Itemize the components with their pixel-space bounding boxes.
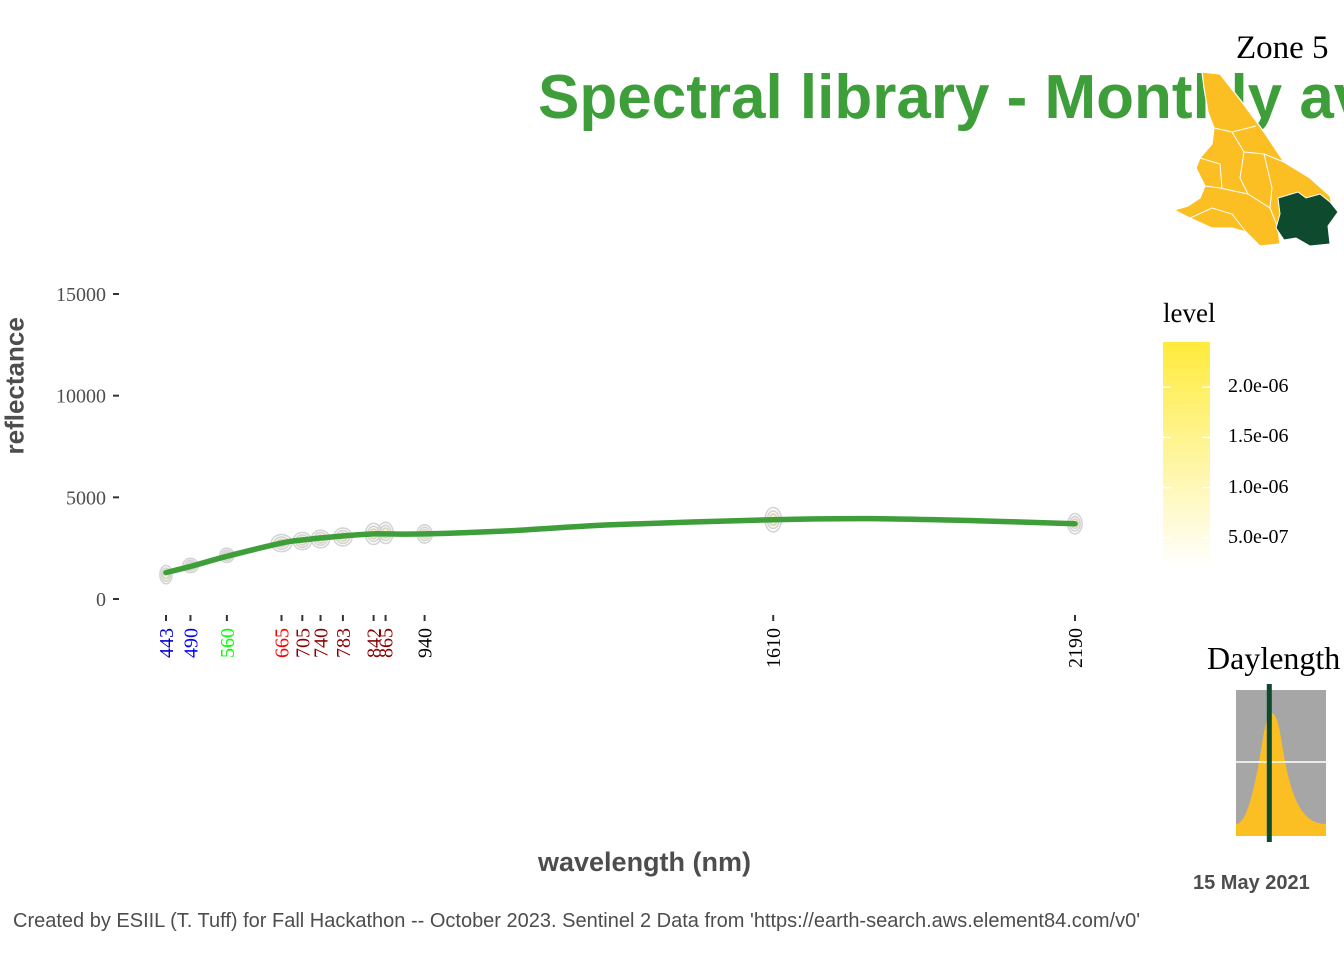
footer-credit: Created by ESIIL (T. Tuff) for Fall Hack…	[13, 910, 1141, 932]
x-tick-label: 842	[364, 628, 386, 658]
x-tick-label: 940	[415, 628, 437, 658]
legend-tick-label: 5.0e-07	[1228, 525, 1289, 548]
x-tick-label: 865	[376, 628, 398, 658]
x-tick-label: 740	[311, 628, 333, 658]
zone-label: Zone 5	[1236, 30, 1329, 66]
x-tick-label: 1610	[763, 628, 785, 668]
series-line-0	[163, 515, 1078, 576]
y-tick-label: 5000	[66, 487, 106, 509]
legend-tick-label: 1.0e-06	[1228, 475, 1289, 498]
x-tick-label: 560	[217, 628, 239, 658]
date-label: 15 May 2021	[1193, 872, 1310, 894]
x-tick-label: 665	[272, 628, 294, 658]
legend-tick-label: 1.5e-06	[1228, 425, 1289, 448]
y-tick-label: 15000	[56, 284, 106, 306]
daylength-curve	[1236, 713, 1326, 836]
legend-tick-label: 2.0e-06	[1228, 375, 1289, 398]
inset-map	[1172, 71, 1339, 247]
x-axis-label: wavelength (nm)	[538, 847, 752, 877]
highlighted-zone	[1275, 191, 1339, 247]
x-tick-label: 490	[180, 628, 202, 658]
y-tick-label: 10000	[56, 386, 106, 408]
x-tick-label: 2190	[1065, 628, 1087, 668]
x-tick-label: 443	[156, 628, 178, 658]
daylength-chart	[1236, 684, 1326, 842]
y-tick-label: 0	[96, 589, 106, 611]
county-borders	[1189, 125, 1285, 233]
x-tick-label: 783	[333, 628, 355, 658]
daylength-title: Daylength	[1207, 640, 1341, 676]
x-tick-label: 705	[292, 628, 314, 658]
density-contour-0	[159, 564, 173, 585]
legend-title: level	[1163, 298, 1216, 328]
legend-colorbar	[1163, 342, 1210, 568]
legend-gradient	[1163, 342, 1210, 568]
